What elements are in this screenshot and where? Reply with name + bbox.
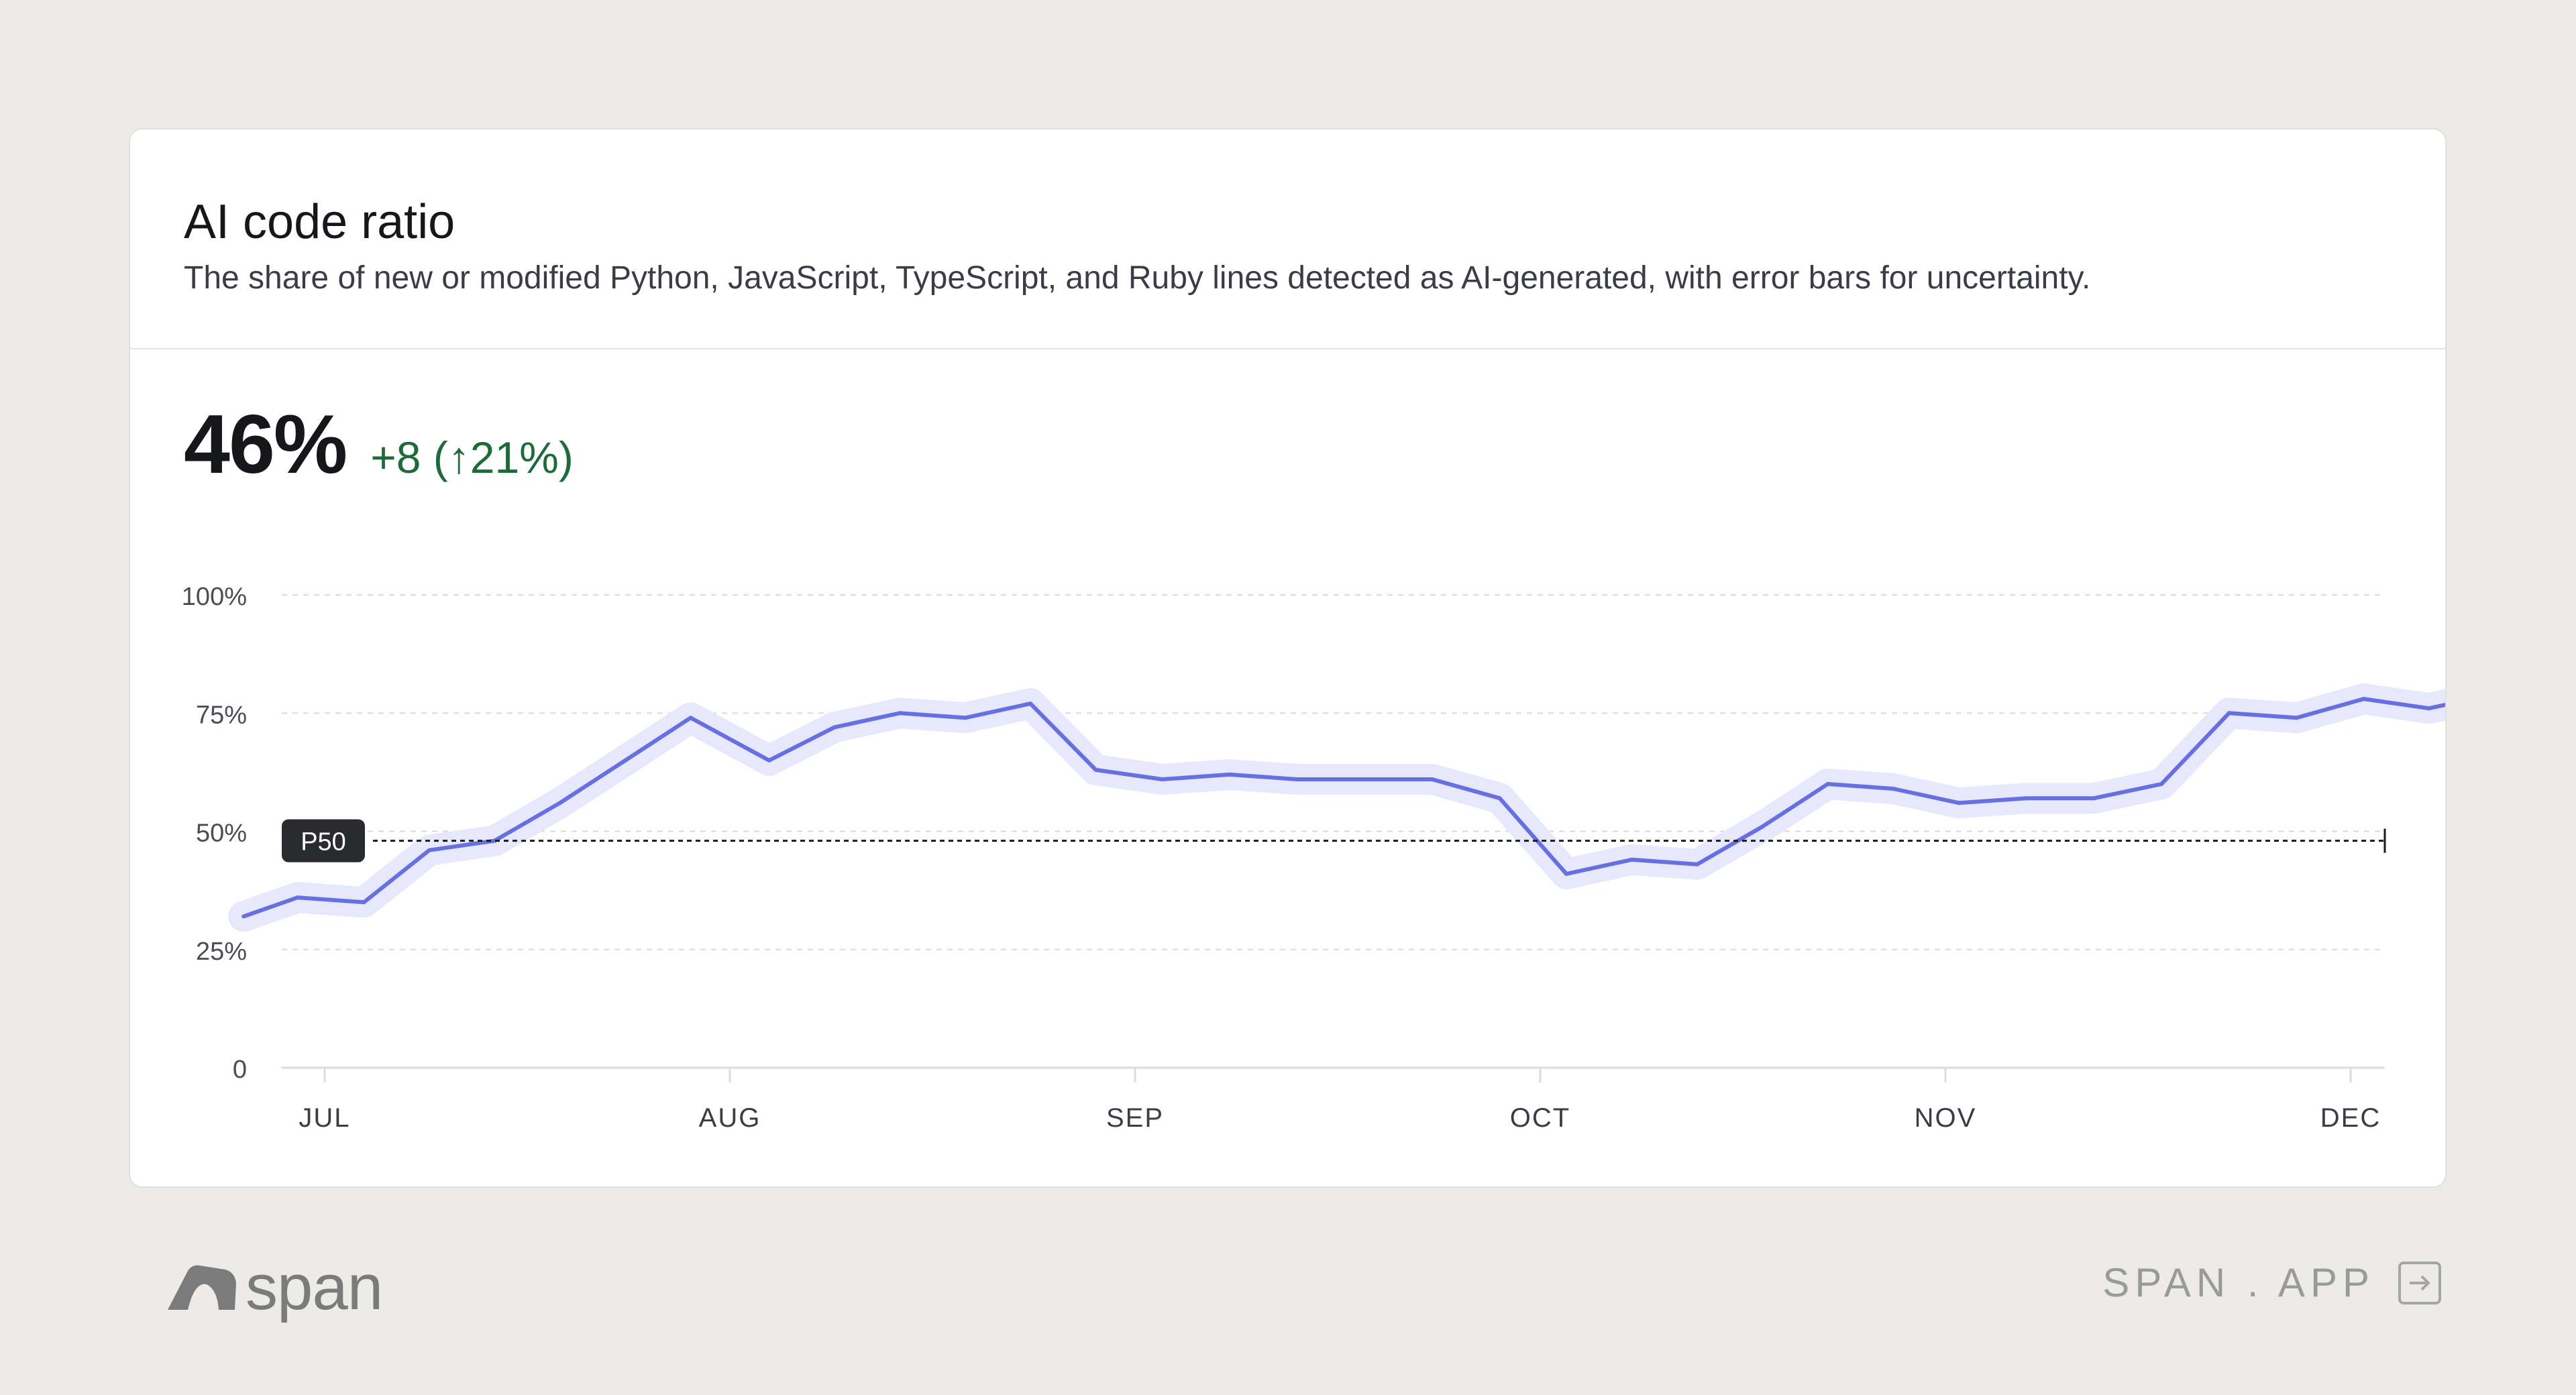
data-point-26 (1957, 801, 1962, 805)
data-point-15 (1227, 772, 1232, 777)
data-point-17 (1362, 777, 1367, 781)
ai-code-ratio-card: AI code ratio The share of new or modifi… (129, 128, 2447, 1188)
y-tick-label-50: 50% (196, 820, 247, 848)
data-point-7 (688, 716, 693, 720)
span-app-link[interactable]: SPAN . APP (2102, 1260, 2442, 1306)
data-point-29 (2159, 782, 2164, 786)
x-tick-label-oct: OCT (1510, 1103, 1570, 1133)
x-tick-label-jul: JUL (299, 1103, 350, 1133)
data-point-33 (2426, 706, 2431, 711)
metric-value: 46% (184, 398, 347, 491)
x-tick-label-aug: AUG (699, 1103, 761, 1133)
data-point-28 (2092, 796, 2096, 801)
span-app-link-text[interactable]: SPAN . APP (2102, 1260, 2375, 1305)
data-point-0 (241, 914, 246, 919)
card-title: AI code ratio (184, 195, 455, 249)
series-line (243, 697, 2445, 919)
data-point-20 (1564, 872, 1568, 876)
data-point-19 (1497, 796, 1502, 801)
y-tick-label-25: 25% (196, 938, 247, 966)
external-link-icon[interactable] (2398, 1261, 2442, 1305)
data-point-10 (898, 711, 902, 716)
data-point-13 (1093, 767, 1098, 772)
x-tick-label-sep: SEP (1106, 1103, 1164, 1133)
data-point-32 (2361, 697, 2366, 702)
span-logo-icon (168, 1265, 236, 1310)
data-point-14 (1160, 777, 1165, 781)
data-point-23 (1760, 824, 1765, 829)
card-header: AI code ratio The share of new or modifi… (130, 129, 2445, 349)
line-chart: 0 25% 50% 75% 100% JUL AUG SEP OCT NOV DEC P50 (182, 583, 2445, 1133)
data-point-16 (1295, 777, 1299, 781)
data-point-5 (557, 801, 562, 805)
data-point-24 (1825, 782, 1830, 786)
data-point-11 (963, 716, 967, 720)
data-point-30 (2226, 711, 2231, 716)
data-point-1 (295, 895, 300, 900)
p50-label-badge (282, 819, 365, 862)
data-point-27 (2024, 796, 2029, 801)
metric-summary: 46% +8 (↑21%) (184, 398, 574, 492)
span-logo-text: span (246, 1251, 383, 1323)
y-tick-label-0: 0 (233, 1056, 247, 1084)
span-logo: span (165, 1251, 383, 1323)
data-point-8 (767, 758, 771, 763)
x-tick-label-dec: DEC (2320, 1103, 2381, 1133)
y-tick-label-100: 100% (182, 583, 247, 611)
y-tick-label-75: 75% (196, 701, 247, 729)
data-point-22 (1695, 862, 1699, 867)
data-point-6 (623, 758, 628, 763)
data-point-3 (427, 848, 431, 852)
data-point-2 (362, 900, 366, 905)
data-point-12 (1028, 702, 1033, 706)
data-point-21 (1629, 857, 1634, 862)
p50-label-text: P50 (301, 828, 346, 856)
data-point-18 (1430, 777, 1434, 781)
data-point-25 (1891, 787, 1896, 791)
card-subtitle: The share of new or modified Python, Jav… (184, 260, 2091, 296)
data-point-31 (2294, 716, 2299, 720)
metric-delta: +8 (↑21%) (370, 433, 574, 482)
x-tick-label-nov: NOV (1915, 1103, 1977, 1133)
data-point-9 (832, 725, 837, 730)
series-uncertainty-band (228, 683, 2445, 932)
